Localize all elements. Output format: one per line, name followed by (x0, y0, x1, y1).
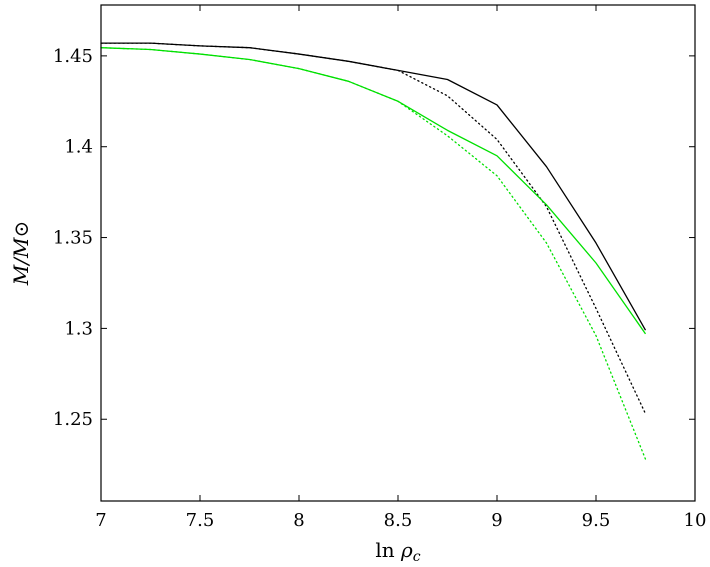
x-tick-label: 9 (491, 510, 502, 531)
series-line-3 (100, 47, 647, 335)
series-line-4 (100, 47, 647, 460)
x-tick-label: 9.5 (582, 510, 611, 531)
y-axis-label: M/M⊙ (9, 221, 33, 286)
series-layer (100, 42, 647, 460)
series-line-2 (100, 42, 647, 415)
x-tick-label: 7.5 (186, 510, 215, 531)
plot-frame (100, 4, 696, 502)
y-tick-label: 1.25 (53, 409, 93, 430)
x-tick-label: 10 (684, 510, 707, 531)
series-line-1 (101, 42, 647, 331)
y-tick-label: 1.4 (64, 137, 93, 158)
ticks-layer: 7 7.5 8 8.5 9 9.5 10 1.25 1.3 1.35 1.4 1.45 (53, 5, 707, 531)
x-tick-label: 8 (293, 510, 304, 531)
x-tick-label: 8.5 (384, 510, 413, 531)
y-tick-label: 1.35 (53, 228, 93, 249)
x-axis-label: ln ρc (375, 538, 420, 565)
y-tick-label: 1.3 (64, 318, 93, 339)
x-tick-label: 7 (95, 510, 106, 531)
y-tick-label: 1.45 (53, 46, 93, 67)
